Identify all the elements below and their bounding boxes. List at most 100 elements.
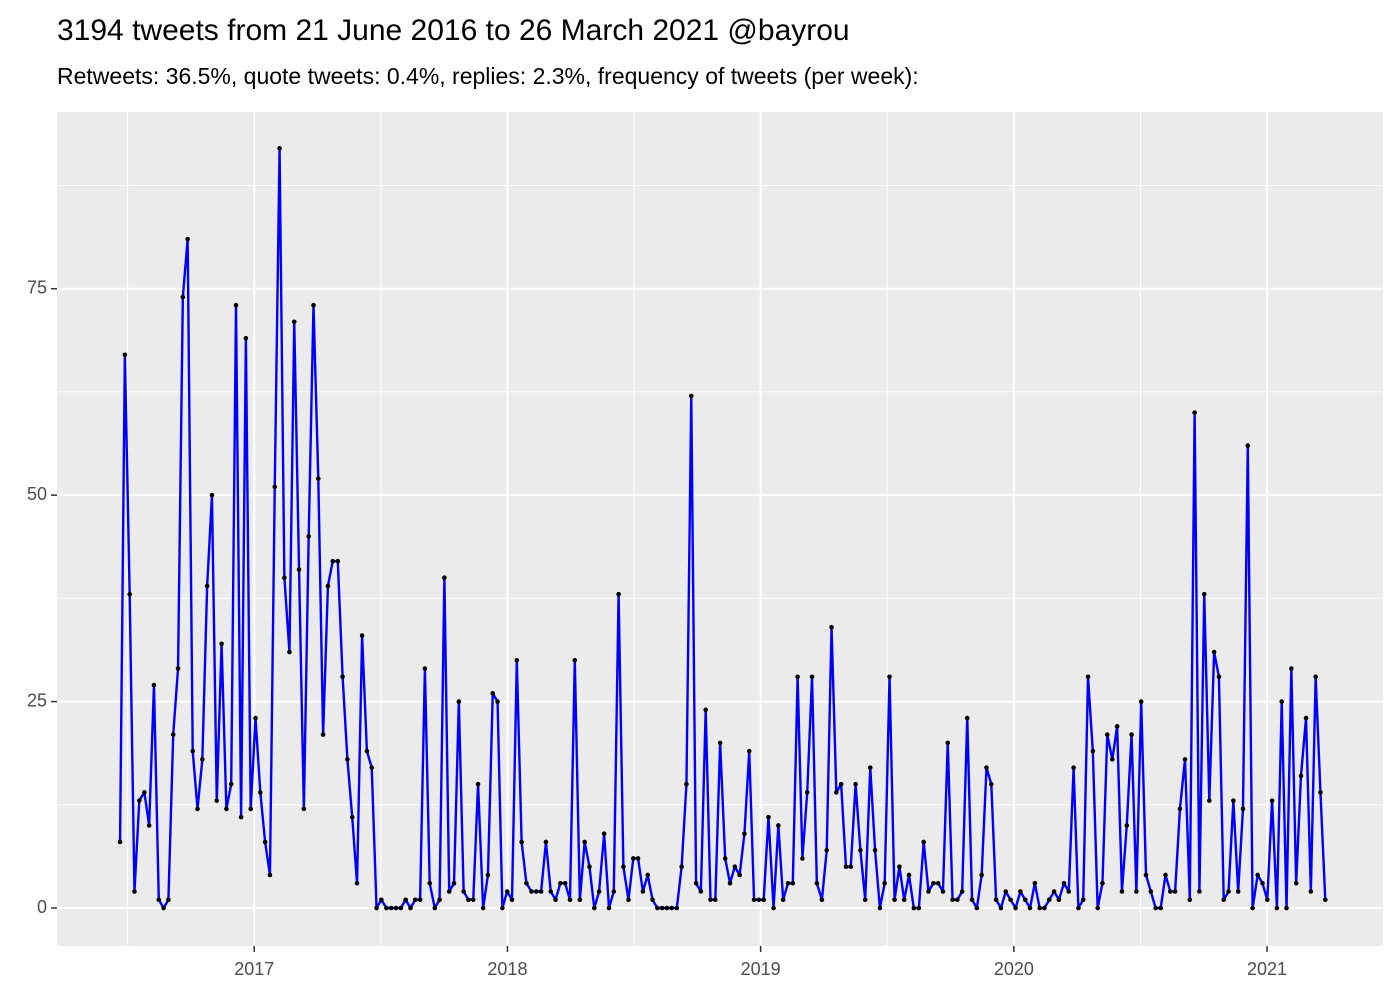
data-point [1056, 897, 1062, 903]
data-point [713, 897, 718, 903]
data-point [897, 864, 902, 870]
data-point [795, 674, 800, 680]
y-tick-label: 0 [37, 897, 47, 917]
data-point [180, 294, 186, 300]
data-point [1008, 897, 1013, 903]
data-point [616, 591, 621, 597]
data-point [1163, 872, 1168, 878]
data-point [862, 897, 868, 903]
data-point [587, 864, 592, 870]
data-point [1134, 889, 1139, 894]
data-point [1066, 889, 1072, 894]
data-point [335, 558, 341, 564]
data-point [1221, 897, 1227, 903]
data-point [359, 633, 365, 638]
data-point [384, 905, 389, 911]
data-point [480, 905, 486, 911]
data-point [403, 897, 408, 903]
data-point [1250, 905, 1255, 911]
data-point [708, 897, 713, 903]
data-line [118, 147, 1327, 910]
data-point [1046, 897, 1052, 903]
data-point [785, 880, 791, 886]
data-point [1104, 732, 1110, 737]
data-point [228, 781, 234, 787]
data-point [751, 897, 757, 903]
data-point [1322, 897, 1328, 903]
data-point [1153, 905, 1158, 911]
data-point [679, 864, 684, 870]
data-point [548, 889, 554, 894]
data-point [761, 897, 766, 903]
data-point [475, 781, 481, 787]
data-point [320, 732, 326, 737]
x-tick-label: 2017 [234, 959, 274, 979]
data-point [950, 897, 955, 903]
data-point [674, 905, 680, 911]
data-point [258, 790, 263, 795]
data-point [495, 699, 500, 704]
data-point [1027, 905, 1033, 911]
data-point [1022, 897, 1028, 903]
data-point [437, 897, 442, 903]
data-point [1207, 798, 1212, 803]
data-point [756, 897, 762, 903]
data-point [1279, 699, 1285, 704]
data-point [882, 880, 888, 886]
data-point [1032, 880, 1038, 886]
data-point [301, 806, 307, 812]
data-point [572, 657, 578, 663]
data-point [262, 839, 268, 845]
data-point [1080, 897, 1086, 903]
data-point [626, 897, 631, 903]
data-point [1037, 905, 1042, 911]
data-point [166, 897, 171, 903]
data-point [272, 484, 278, 490]
data-point [921, 839, 926, 845]
data-point [727, 880, 733, 886]
x-tick-label: 2019 [741, 959, 781, 979]
data-point [1211, 649, 1217, 655]
data-point [485, 872, 491, 878]
data-point [543, 839, 549, 845]
data-point [238, 814, 244, 820]
data-point [1076, 905, 1081, 911]
data-point [1318, 790, 1323, 795]
data-point [287, 649, 292, 655]
data-point [1051, 889, 1057, 894]
data-point [1095, 905, 1100, 911]
data-point [534, 889, 539, 894]
data-point [1119, 889, 1125, 894]
data-point [519, 839, 524, 845]
data-point [267, 872, 273, 878]
chart-subtitle: Retweets: 36.5%, quote tweets: 0.4%, rep… [57, 63, 919, 89]
data-point [277, 146, 282, 151]
data-point [451, 880, 457, 886]
data-point [422, 666, 428, 671]
data-point [354, 880, 360, 886]
data-point [379, 897, 384, 903]
data-point [127, 591, 132, 597]
data-point [1303, 715, 1309, 721]
data-point [442, 575, 447, 581]
data-point [1245, 443, 1251, 448]
data-point [843, 864, 849, 870]
data-point [998, 905, 1004, 911]
chart-title: 3194 tweets from 21 June 2016 to 26 Marc… [57, 14, 850, 47]
data-point [1114, 724, 1120, 729]
data-point [204, 583, 210, 589]
data-point [364, 748, 370, 754]
data-point [1216, 674, 1222, 680]
data-point [931, 880, 936, 886]
data-point [819, 897, 825, 903]
data-point [867, 765, 873, 770]
data-point [1018, 889, 1023, 894]
data-point [325, 583, 331, 589]
data-point [398, 905, 404, 911]
x-tick-label: 2020 [994, 959, 1034, 979]
data-point [1071, 765, 1076, 770]
data-point [809, 674, 815, 680]
data-point [306, 534, 311, 539]
data-point [175, 666, 181, 671]
